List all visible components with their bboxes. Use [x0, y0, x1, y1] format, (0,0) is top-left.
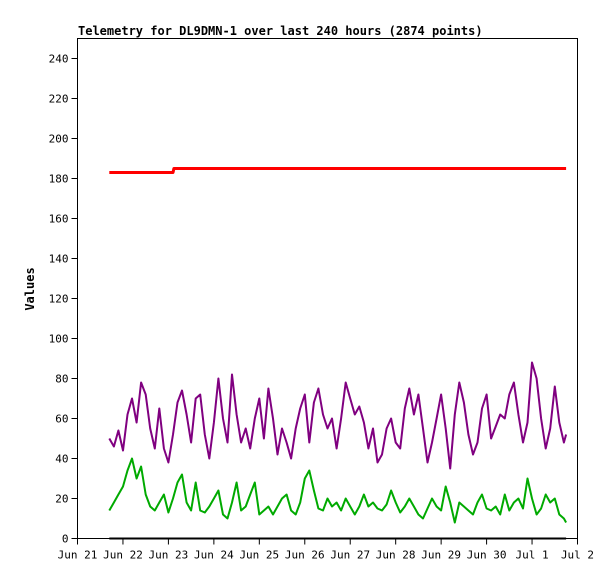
y-tick-label: 220 [49, 93, 69, 106]
series-layer [108, 167, 568, 540]
y-tick-label: 100 [49, 333, 69, 346]
y-axis-label: Values [23, 267, 37, 310]
y-tick-label: 140 [49, 253, 69, 266]
chart-title: Telemetry for DL9DMN-1 over last 240 hou… [78, 24, 483, 38]
y-tick-label: 160 [49, 213, 69, 226]
x-tick-label: Jun 24 [194, 549, 234, 562]
x-tick-label: Jun 25 [239, 549, 279, 562]
x-tick-label: Jun 26 [285, 549, 325, 562]
x-tick-label: Jun 21 [58, 549, 98, 562]
series-line-3 [108, 457, 567, 524]
y-tick-label: 40 [55, 453, 68, 466]
x-tick-label: Jun 30 [467, 549, 507, 562]
x-tick-label: Jul 1 [515, 549, 548, 562]
y-axis: 0 20 40 60 80 100 120 140 160 180 200 220 240 [49, 53, 78, 546]
y-tick-label: 20 [55, 493, 68, 506]
y-tick-label: 0 [62, 533, 69, 546]
y-tick-label: 120 [49, 293, 69, 306]
x-tick-label: Jun 28 [376, 549, 416, 562]
y-tick-label: 60 [55, 413, 68, 426]
x-tick-label: Jun 22 [103, 549, 143, 562]
y-tick-label: 240 [49, 53, 69, 66]
x-tick-label: Jun 27 [330, 549, 370, 562]
y-tick-label: 180 [49, 173, 69, 186]
y-tick-label: 200 [49, 133, 69, 146]
x-tick-label: Jul 2 [561, 549, 594, 562]
series-line-2 [108, 361, 568, 470]
x-axis: Jun 21 Jun 22 Jun 23 Jun 24 Jun 25 Jun 26 Jun … [58, 538, 594, 562]
y-tick-label: 80 [55, 373, 68, 386]
x-tick-label: Jun 23 [149, 549, 189, 562]
plot-frame [77, 38, 578, 539]
x-tick-label: Jun 29 [421, 549, 461, 562]
series-line-1 [109, 167, 567, 174]
